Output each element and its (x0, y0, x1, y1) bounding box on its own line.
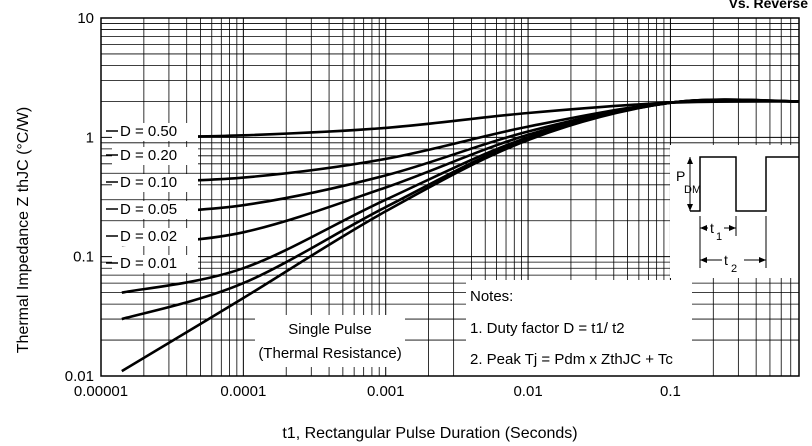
notes-line-2: 2. Peak Tj = Pdm x ZthJC + Tc (470, 351, 673, 368)
t1-arrow-right (729, 225, 736, 231)
plot-border (100, 17, 800, 377)
duty-label: D = 0.20 (120, 147, 177, 164)
tick-labels: 0.00001 0.0001 0.001 0.01 0.1 0.01 0.1 1 10 (65, 10, 681, 400)
notes-title: Notes: (470, 288, 513, 305)
y-tick-label: 1 (86, 129, 94, 146)
y-axis-label: Thermal Impedance Z thJC (°C/W) (15, 107, 32, 353)
x-axis-label: t1, Rectangular Pulse Duration (Seconds) (282, 425, 577, 442)
t2-arrow-left (700, 257, 707, 263)
duty-label-bg (112, 174, 198, 192)
duty-label-bg (112, 123, 198, 141)
series-line (121, 98, 800, 373)
pulse-waveform (690, 156, 799, 212)
grid (100, 18, 800, 377)
t1-subscript: 1 (716, 231, 722, 243)
t2-arrow-right (759, 257, 766, 263)
duty-labels: D = 0.50 D = 0.20 D = 0.10 D = 0.05 D = 0.02… (106, 123, 402, 362)
pdm-label: P (676, 168, 685, 184)
x-tick-label: 0.001 (367, 383, 405, 400)
pdm-arrow-up (687, 157, 693, 164)
duty-label: D = 0.50 (120, 123, 177, 140)
duty-label: D = 0.02 (120, 228, 177, 245)
single-pulse-sublabel: (Thermal Resistance) (258, 345, 401, 362)
notes-box: Notes: 1. Duty factor D = t1/ t2 2. Peak T… (470, 288, 673, 368)
single-pulse-mask (255, 315, 405, 367)
duty-label-bg (112, 255, 198, 273)
t1-label: t (710, 220, 714, 236)
x-tick-label: 0.00001 (74, 383, 128, 400)
x-tick-label: 0.01 (513, 383, 542, 400)
y-tick-label: 10 (77, 10, 94, 27)
pdm-subscript: DM (684, 184, 701, 196)
y-tick-label: 0.01 (65, 368, 94, 385)
y-tick-label: 0.1 (73, 249, 94, 266)
duty-label: D = 0.05 (120, 201, 177, 218)
t2-label-bg (722, 252, 744, 270)
duty-label: D = 0.10 (120, 174, 177, 191)
series-lines (121, 98, 800, 373)
t1-label-bg (708, 220, 724, 238)
plot-frame (100, 17, 800, 377)
duty-label-bg (112, 228, 198, 246)
t2-label: t (724, 252, 728, 268)
x-tick-label: 0.0001 (220, 383, 266, 400)
single-pulse-label: Single Pulse (288, 321, 371, 338)
duty-label-bg (112, 147, 198, 165)
notes-mask (466, 280, 692, 376)
duty-label-bg (112, 201, 198, 219)
chart-title: Vs. Reverse (729, 0, 809, 11)
x-tick-label: 0.1 (660, 383, 681, 400)
duty-label: D = 0.01 (120, 255, 177, 272)
pdm-arrow-down (687, 204, 693, 211)
t1-arrow-left (700, 225, 707, 231)
notes-line-1: 1. Duty factor D = t1/ t2 (470, 320, 625, 337)
t2-subscript: 2 (731, 263, 737, 275)
series-line (121, 100, 800, 139)
